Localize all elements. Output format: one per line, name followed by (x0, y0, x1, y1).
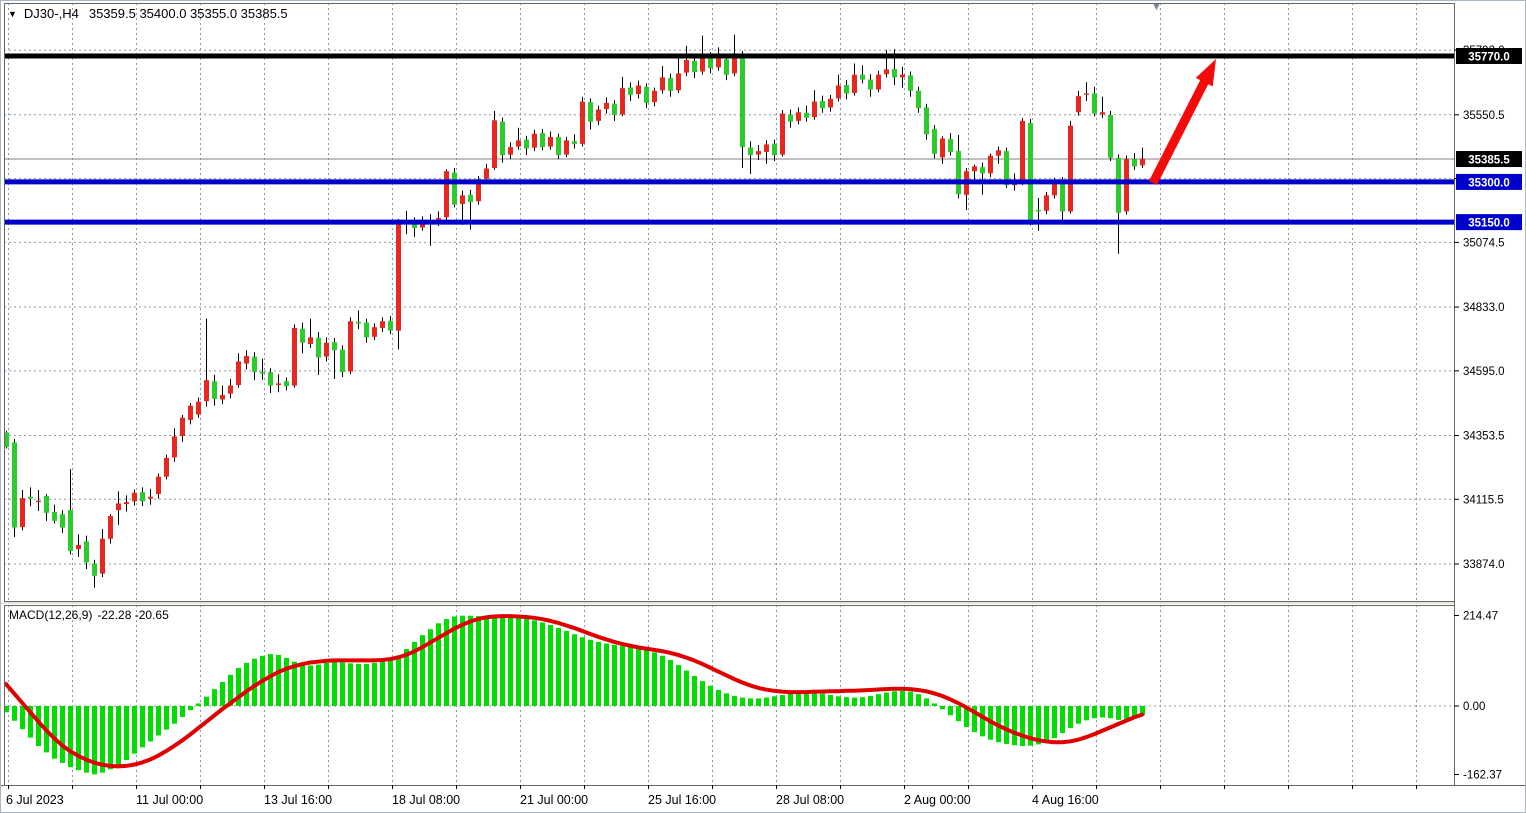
macd-histogram (4, 615, 1145, 775)
macd-tick-label: -162.37 (1463, 770, 1502, 782)
price-tag-current: 35385.5 (1456, 151, 1522, 168)
svg-text:35150.0: 35150.0 (1468, 218, 1510, 230)
macd-header: MACD(12,26,9) -22.28 -20.65 (9, 608, 169, 622)
macd-values: -22.28 -20.65 (97, 608, 169, 622)
pane-splitter[interactable] (1, 602, 1454, 604)
time-tick-label: 6 Jul 2023 (6, 793, 64, 807)
price-tick-label: 35550.5 (1463, 110, 1505, 122)
macd-tick-label: 214.47 (1463, 611, 1498, 623)
time-tick-label: 18 Jul 08:00 (392, 793, 460, 807)
ohlc-readout: 35359.5 35400.0 35355.0 35385.5 (88, 6, 288, 21)
price-tag-level-support-upper: 35300.0 (1456, 173, 1522, 190)
time-tick-label: 13 Jul 16:00 (264, 793, 332, 807)
time-tick-label: 25 Jul 16:00 (648, 793, 716, 807)
svg-text:35770.0: 35770.0 (1468, 52, 1510, 64)
time-tick-label: 11 Jul 00:00 (136, 793, 203, 807)
price-tick-label: 34353.5 (1463, 431, 1505, 443)
symbol-dropdown-icon[interactable]: ▼ (8, 9, 17, 19)
time-tick-label: 28 Jul 08:00 (776, 793, 844, 807)
price-tick-label: 34595.0 (1463, 366, 1505, 378)
price-tick-label: 34115.5 (1463, 494, 1504, 506)
pane-borders (1, 3, 1525, 786)
chart-shift-marker-icon[interactable]: ▼ (1151, 1, 1162, 13)
time-tick-label: 21 Jul 00:00 (520, 793, 588, 807)
macd-signal-line (4, 614, 1144, 769)
trend-arrow-annotation[interactable] (1148, 59, 1216, 186)
time-axis[interactable]: 6 Jul 2023 11 Jul 00:00 13 Jul 16:00 18 Jul… (6, 785, 1417, 807)
price-tag-level-support-lower: 35150.0 (1456, 214, 1522, 231)
price-tick-label: 35074.5 (1463, 237, 1505, 249)
price-tick-label: 33874.0 (1463, 559, 1505, 571)
time-tick-label: 4 Aug 16:00 (1032, 793, 1099, 807)
candles-group[interactable] (4, 34, 1145, 588)
time-tick-label: 2 Aug 00:00 (904, 793, 971, 807)
macd-tick-label: 0.00 (1463, 701, 1485, 713)
symbol-period-label: DJ30-,H4 (23, 6, 79, 21)
chart-header: ▼ DJ30-,H4 35359.5 35400.0 35355.0 35385.5 (8, 6, 288, 21)
svg-text:35385.5: 35385.5 (1468, 155, 1510, 167)
price-tick-label: 34833.0 (1463, 302, 1505, 314)
svg-text:35300.0: 35300.0 (1468, 177, 1510, 189)
price-tag-level-resistance: 35770.0 (1456, 48, 1522, 64)
macd-indicator-label: MACD(12,26,9) (9, 608, 93, 622)
